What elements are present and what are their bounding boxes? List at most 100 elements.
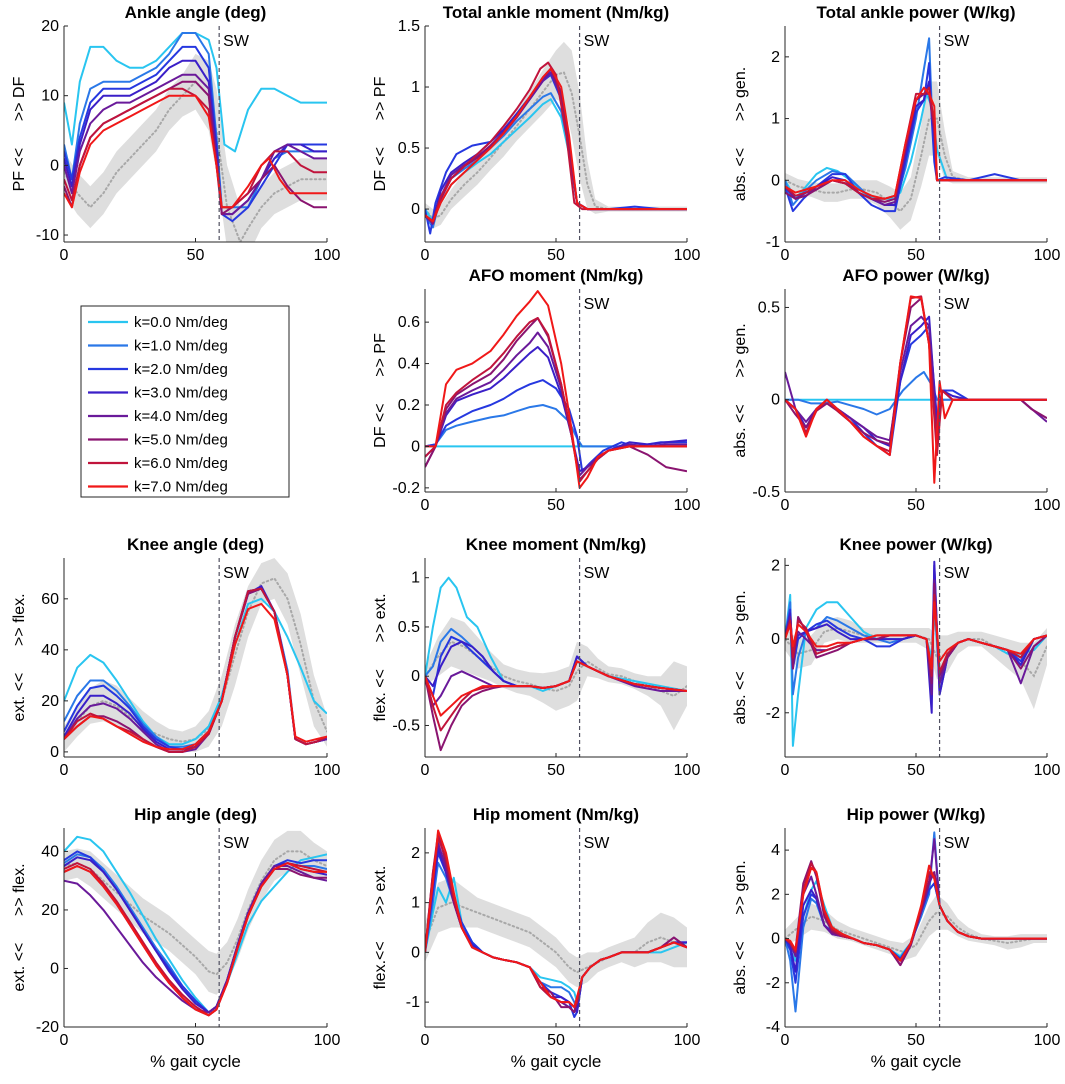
panel-6: SW 0 50 100 0 20 40 60 Knee angle (deg) ext. << >…	[11, 535, 340, 779]
panel-11: SW 0 50 100 -4 -2 0 2 4 Hip power (W/kg) abs. << >…	[732, 805, 1060, 1071]
series-line-7	[785, 601, 1047, 670]
legend-label: k=1.0 Nm/deg	[134, 338, 228, 355]
y-tick-label: 0	[411, 944, 420, 961]
normal-band	[64, 830, 327, 995]
y-axis-label: abs. << >> gen.	[732, 67, 749, 201]
y-axis-label: abs. << >> gen.	[732, 323, 749, 457]
legend-box	[80, 305, 290, 498]
normal-band	[425, 617, 687, 731]
series-line-4	[425, 331, 687, 477]
y-axis-label: PF << >> DF	[11, 76, 28, 191]
y-axis-label: DF << >> PF	[372, 76, 389, 191]
x-tick-label: 100	[1034, 247, 1061, 264]
y-tick-label: -10	[36, 227, 59, 244]
x-tick-label: 0	[421, 1032, 430, 1049]
series-line-1	[785, 371, 1047, 416]
series-line-1	[64, 32, 327, 209]
series-line-2	[785, 62, 1047, 213]
y-tick-label: 0	[411, 201, 420, 218]
series-line-3	[64, 59, 327, 216]
x-axis-label: % gait cycle	[871, 1052, 962, 1071]
plot-area	[64, 32, 327, 242]
series-line-3	[64, 856, 327, 1014]
y-tick-label: 0	[411, 438, 420, 455]
y-tick-label: 1.5	[398, 18, 420, 35]
plot-area	[64, 558, 327, 753]
series-line-2	[425, 379, 687, 473]
y-tick-label: 60	[41, 591, 59, 608]
series-line-7	[785, 295, 1047, 484]
series-line-4	[64, 73, 327, 216]
x-tick-label: 100	[1034, 1032, 1061, 1049]
y-tick-label: 2	[771, 557, 780, 574]
x-tick-label: 0	[60, 762, 69, 779]
panel-title: Ankle angle (deg)	[125, 3, 267, 22]
x-tick-label: 50	[547, 1032, 565, 1049]
y-tick-label: -20	[36, 1019, 59, 1036]
swing-label: SW	[944, 33, 971, 50]
x-tick-label: 100	[674, 762, 701, 779]
panel-10: SW 0 50 100 -1 0 1 2 Hip moment (Nm/kg) flex.<< >…	[372, 805, 700, 1071]
series-line-7	[64, 94, 327, 209]
y-tick-label: 0.2	[398, 397, 420, 414]
y-axis-label: ext. << >> flex.	[11, 863, 28, 991]
y-tick-label: 0.6	[398, 314, 420, 331]
x-tick-label: 0	[421, 247, 430, 264]
normal-mean-line	[425, 901, 687, 974]
series-line-2	[785, 324, 1047, 457]
series-line-7	[425, 67, 687, 223]
y-tick-label: 0.5	[398, 619, 420, 636]
x-tick-label: 50	[187, 1032, 205, 1049]
series-line-0	[785, 593, 1047, 747]
panel-title: Knee angle (deg)	[127, 535, 264, 554]
x-tick-label: 100	[314, 762, 341, 779]
y-tick-label: 10	[41, 88, 59, 105]
plot-area	[425, 829, 687, 1018]
y-tick-label: -0.5	[752, 484, 780, 501]
series-line-7	[64, 862, 327, 1017]
y-tick-label: -4	[766, 1019, 780, 1036]
panel-title: AFO moment (Nm/kg)	[469, 266, 644, 285]
panel-title: Knee moment (Nm/kg)	[466, 535, 646, 554]
x-tick-label: 0	[421, 497, 430, 514]
x-tick-label: 0	[421, 762, 430, 779]
series-line-3	[785, 315, 1047, 447]
y-axis-label: flex. << >> ext.	[372, 593, 389, 721]
series-line-3	[425, 346, 687, 473]
y-tick-label: 0	[50, 744, 59, 761]
y-tick-label: 1	[411, 570, 420, 587]
y-tick-label: 40	[41, 642, 59, 659]
y-tick-label: -1	[766, 234, 780, 251]
panel-2: SW 0 50 100 0 0.5 1 1.5 Total ankle moment (Nm/k…	[372, 3, 700, 264]
y-tick-label: 0	[50, 960, 59, 977]
x-tick-label: 50	[907, 497, 925, 514]
plot-area	[64, 830, 327, 1017]
x-tick-label: 50	[187, 762, 205, 779]
plot-area	[425, 41, 687, 235]
x-tick-label: 100	[314, 247, 341, 264]
normal-band	[785, 617, 1047, 710]
y-tick-label: 0	[771, 392, 780, 409]
series-line-0	[64, 835, 327, 1014]
y-tick-label: -0.2	[392, 480, 420, 497]
y-tick-label: 20	[41, 18, 59, 35]
swing-label: SW	[584, 296, 611, 313]
y-tick-label: -2	[766, 705, 780, 722]
x-tick-label: 100	[1034, 497, 1061, 514]
x-tick-label: 100	[1034, 762, 1061, 779]
swing-label: SW	[584, 565, 611, 582]
series-line-7	[425, 290, 687, 489]
series-line-7	[785, 86, 1047, 200]
x-tick-label: 50	[547, 762, 565, 779]
legend-label: k=5.0 Nm/deg	[134, 432, 228, 449]
series-line-1	[425, 404, 687, 448]
x-tick-label: 50	[547, 247, 565, 264]
swing-label: SW	[223, 33, 250, 50]
y-tick-label: 1	[411, 79, 420, 96]
x-tick-label: 100	[314, 1032, 341, 1049]
